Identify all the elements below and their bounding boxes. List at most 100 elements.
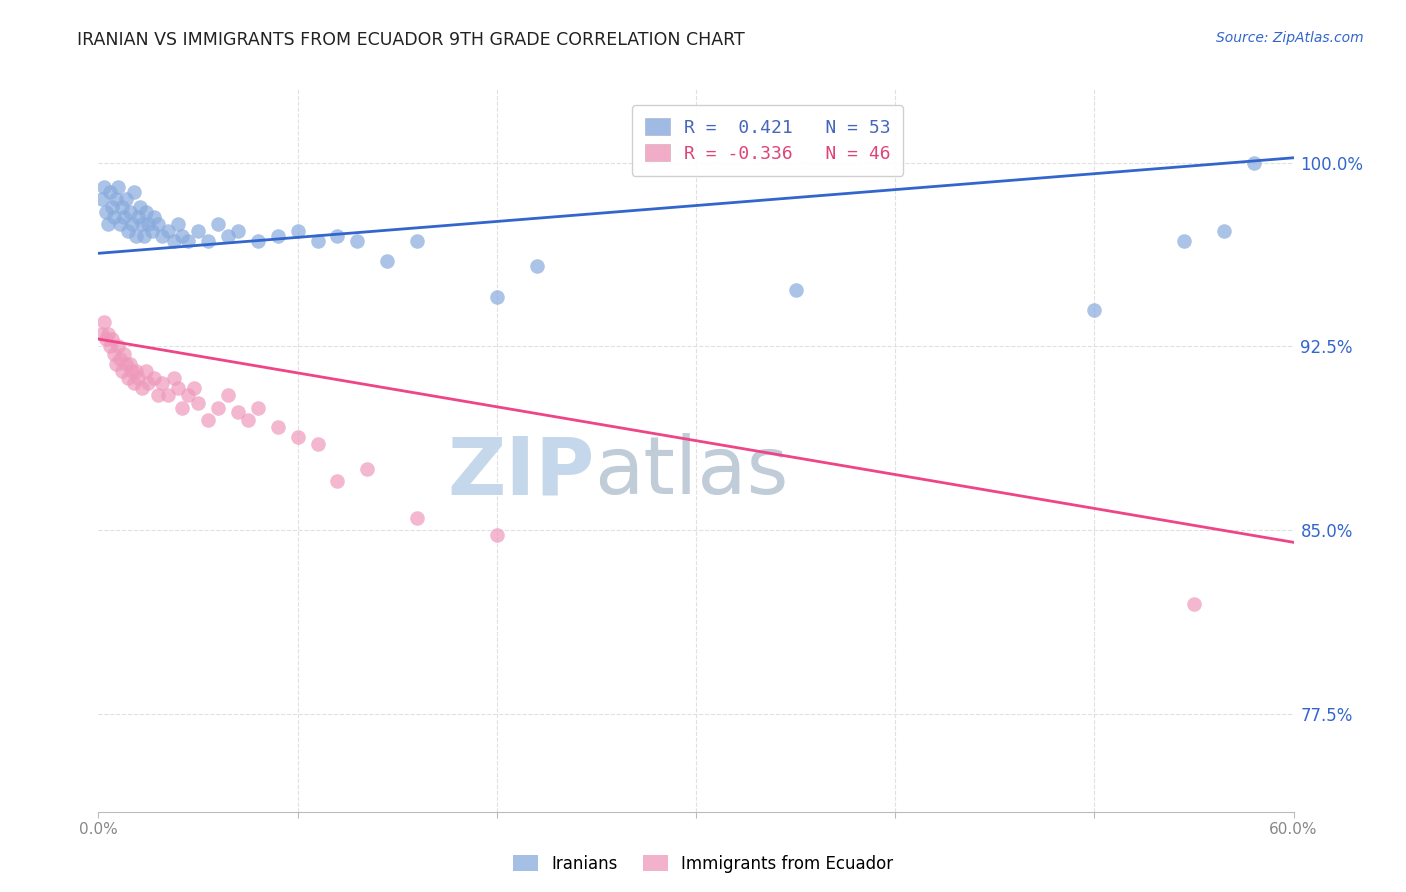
Point [183,381,205,395]
Point [177,234,200,248]
Point [197,234,219,248]
Point [207,217,229,231]
Point [1212,224,1234,238]
Point [157,388,180,402]
Point [307,234,329,248]
Point [135,364,157,378]
Point [110,217,132,231]
Point [236,413,259,427]
Point [150,229,173,244]
Point [167,217,190,231]
Point [197,413,219,427]
Point [121,364,143,378]
Point [346,234,368,248]
Point [150,376,173,390]
Point [526,259,548,273]
Point [96,332,118,346]
Point [115,193,138,207]
Point [217,388,239,402]
Point [97,327,120,342]
Point [117,371,139,385]
Point [110,351,132,366]
Point [172,229,194,244]
Point [91,193,114,207]
Point [356,462,378,476]
Text: ZIP: ZIP [447,434,595,511]
Point [136,217,159,231]
Point [406,234,429,248]
Point [187,395,209,409]
Point [96,204,118,219]
Legend: R =  0.421   N = 53, R = -0.336   N = 46: R = 0.421 N = 53, R = -0.336 N = 46 [631,105,904,176]
Point [287,224,309,238]
Point [98,339,122,353]
Point [1173,234,1195,248]
Point [217,229,239,244]
Point [375,253,398,268]
Point [125,364,148,378]
Point [107,180,129,194]
Point [326,229,349,244]
Point [121,217,143,231]
Point [246,401,269,415]
Point [101,200,124,214]
Point [167,381,190,395]
Point [129,200,152,214]
Point [226,405,249,419]
Point [120,357,142,371]
Point [1083,302,1105,317]
Legend: Iranians, Immigrants from Ecuador: Iranians, Immigrants from Ecuador [506,848,900,880]
Point [91,327,114,342]
Point [246,234,269,248]
Point [485,528,508,542]
Point [163,234,186,248]
Point [97,217,120,231]
Text: Source: ZipAtlas.com: Source: ZipAtlas.com [1216,31,1364,45]
Point [98,185,122,199]
Point [112,210,135,224]
Point [111,200,134,214]
Point [120,204,142,219]
Point [157,224,180,238]
Point [172,401,194,415]
Point [1182,597,1205,611]
Point [177,388,200,402]
Point [148,388,170,402]
Point [111,364,134,378]
Point [93,180,115,194]
Point [135,204,157,219]
Point [267,420,290,434]
Point [125,229,148,244]
Point [112,347,135,361]
Point [143,371,166,385]
Point [187,224,209,238]
Point [124,185,146,199]
Point [406,511,429,525]
Point [93,315,115,329]
Point [226,224,249,238]
Point [1243,155,1265,169]
Point [131,217,153,231]
Point [136,376,159,390]
Point [134,229,156,244]
Point [103,347,125,361]
Point [785,283,807,297]
Point [485,290,508,304]
Point [131,381,153,395]
Text: IRANIAN VS IMMIGRANTS FROM ECUADOR 9TH GRADE CORRELATION CHART: IRANIAN VS IMMIGRANTS FROM ECUADOR 9TH G… [77,31,745,49]
Point [267,229,290,244]
Point [163,371,186,385]
Point [101,332,124,346]
Point [117,224,139,238]
Point [143,210,166,224]
Point [287,430,309,444]
Point [326,474,349,488]
Point [103,210,125,224]
Point [124,376,146,390]
Point [105,193,128,207]
Point [127,210,149,224]
Point [105,357,128,371]
Point [207,401,229,415]
Point [115,357,138,371]
Point [307,437,329,451]
